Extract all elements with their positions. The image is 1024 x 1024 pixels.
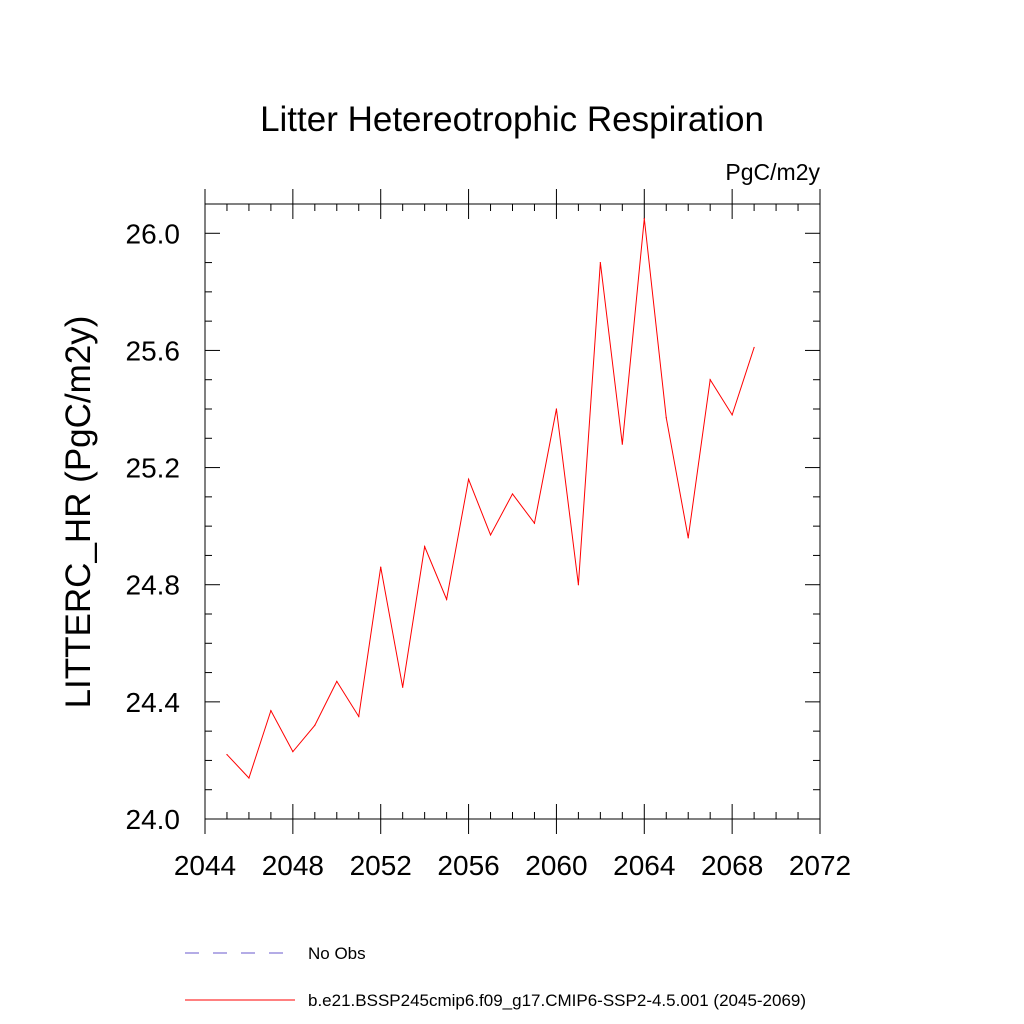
legend-label-model: b.e21.BSSP245cmip6.f09_g17.CMIP6-SSP2-4.… xyxy=(308,991,806,1010)
x-tick-label: 2068 xyxy=(701,850,763,881)
y-tick-label: 25.2 xyxy=(126,453,181,484)
data-point xyxy=(687,537,689,539)
data-point xyxy=(226,753,228,756)
data-point xyxy=(467,478,470,480)
chart-title: Litter Hetereotrophic Respiration xyxy=(260,100,764,139)
data-point xyxy=(731,414,733,416)
data-point xyxy=(643,218,645,220)
data-point xyxy=(380,566,382,568)
x-tick-label: 2072 xyxy=(789,850,851,881)
data-point xyxy=(336,680,338,682)
data-point xyxy=(709,379,711,381)
series-line xyxy=(226,218,755,779)
y-tick-label: 26.0 xyxy=(126,218,181,249)
y-tick-label: 24.8 xyxy=(126,570,181,601)
data-point xyxy=(358,715,360,718)
data-point xyxy=(555,408,558,410)
data-point xyxy=(599,261,601,264)
plot-frame xyxy=(204,203,821,820)
y-tick-label: 24.0 xyxy=(126,804,181,835)
data-point xyxy=(511,493,514,495)
data-point xyxy=(621,443,623,445)
data-point xyxy=(292,751,294,753)
data-point xyxy=(446,598,448,600)
data-point xyxy=(665,417,667,419)
data-point xyxy=(577,584,579,586)
x-tick-label: 2052 xyxy=(350,850,412,881)
series-layer xyxy=(226,218,755,779)
tick-labels: 2044 2048 2052 2056 2060 2064 2068 2072 24.0 24.4… xyxy=(126,218,852,881)
y-tick-label: 24.4 xyxy=(126,687,181,718)
x-tick-label: 2048 xyxy=(262,850,324,881)
units-label: PgC/m2y xyxy=(725,159,820,185)
x-tick-label: 2060 xyxy=(525,850,587,881)
y-tick-label: 25.6 xyxy=(126,335,181,366)
legend-label-no-obs: No Obs xyxy=(308,944,366,963)
data-point xyxy=(402,686,404,688)
data-point xyxy=(753,346,755,349)
data-point xyxy=(270,710,272,712)
legend: No Obs b.e21.BSSP245cmip6.f09_g17.CMIP6-… xyxy=(185,944,806,1010)
data-point xyxy=(533,522,536,524)
data-point xyxy=(489,534,492,536)
data-point xyxy=(424,546,426,548)
x-tick-label: 2056 xyxy=(437,850,499,881)
x-tick-label: 2044 xyxy=(174,850,236,881)
x-tick-label: 2064 xyxy=(613,850,675,881)
axis-ticks xyxy=(204,189,821,834)
data-point xyxy=(248,777,250,779)
y-axis-label: LITTERC_HR (PgC/m2y) xyxy=(59,316,98,709)
data-point xyxy=(314,724,316,726)
